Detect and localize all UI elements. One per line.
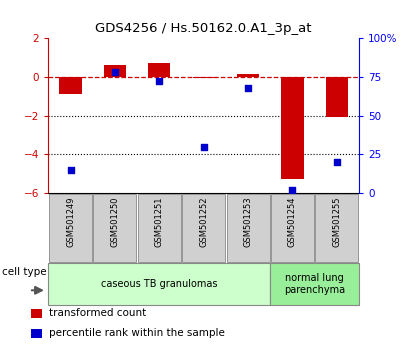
Bar bbox=[271, 194, 314, 262]
Bar bbox=[138, 194, 181, 262]
Text: GSM501249: GSM501249 bbox=[66, 196, 75, 247]
Bar bbox=[193, 77, 215, 78]
Point bbox=[67, 167, 74, 173]
Point bbox=[333, 159, 340, 165]
Bar bbox=[59, 77, 81, 94]
Text: percentile rank within the sample: percentile rank within the sample bbox=[49, 329, 225, 338]
Text: caseous TB granulomas: caseous TB granulomas bbox=[101, 279, 218, 289]
Bar bbox=[31, 309, 42, 318]
Point bbox=[245, 85, 252, 90]
Point bbox=[156, 79, 163, 84]
Text: GSM501254: GSM501254 bbox=[288, 196, 297, 247]
Point bbox=[200, 144, 207, 149]
Bar bbox=[326, 77, 348, 118]
Bar bbox=[93, 194, 136, 262]
Text: GSM501252: GSM501252 bbox=[199, 196, 208, 247]
Bar bbox=[48, 263, 270, 305]
Text: cell type: cell type bbox=[2, 267, 47, 277]
Text: GSM501251: GSM501251 bbox=[155, 196, 164, 247]
Bar bbox=[270, 263, 359, 305]
Bar bbox=[226, 194, 270, 262]
Text: GSM501250: GSM501250 bbox=[110, 196, 119, 247]
Bar bbox=[237, 74, 259, 77]
Text: GSM501255: GSM501255 bbox=[332, 196, 341, 247]
Bar bbox=[281, 77, 304, 179]
Text: transformed count: transformed count bbox=[49, 308, 146, 318]
Title: GDS4256 / Hs.50162.0.A1_3p_at: GDS4256 / Hs.50162.0.A1_3p_at bbox=[95, 22, 312, 35]
Bar bbox=[315, 194, 359, 262]
Point bbox=[112, 69, 118, 75]
Bar bbox=[182, 194, 225, 262]
Bar bbox=[31, 329, 42, 338]
Text: normal lung
parenchyma: normal lung parenchyma bbox=[284, 273, 345, 295]
Bar bbox=[49, 194, 92, 262]
Bar bbox=[148, 63, 171, 77]
Bar bbox=[104, 65, 126, 77]
Text: GSM501253: GSM501253 bbox=[244, 196, 252, 247]
Point bbox=[289, 187, 296, 193]
